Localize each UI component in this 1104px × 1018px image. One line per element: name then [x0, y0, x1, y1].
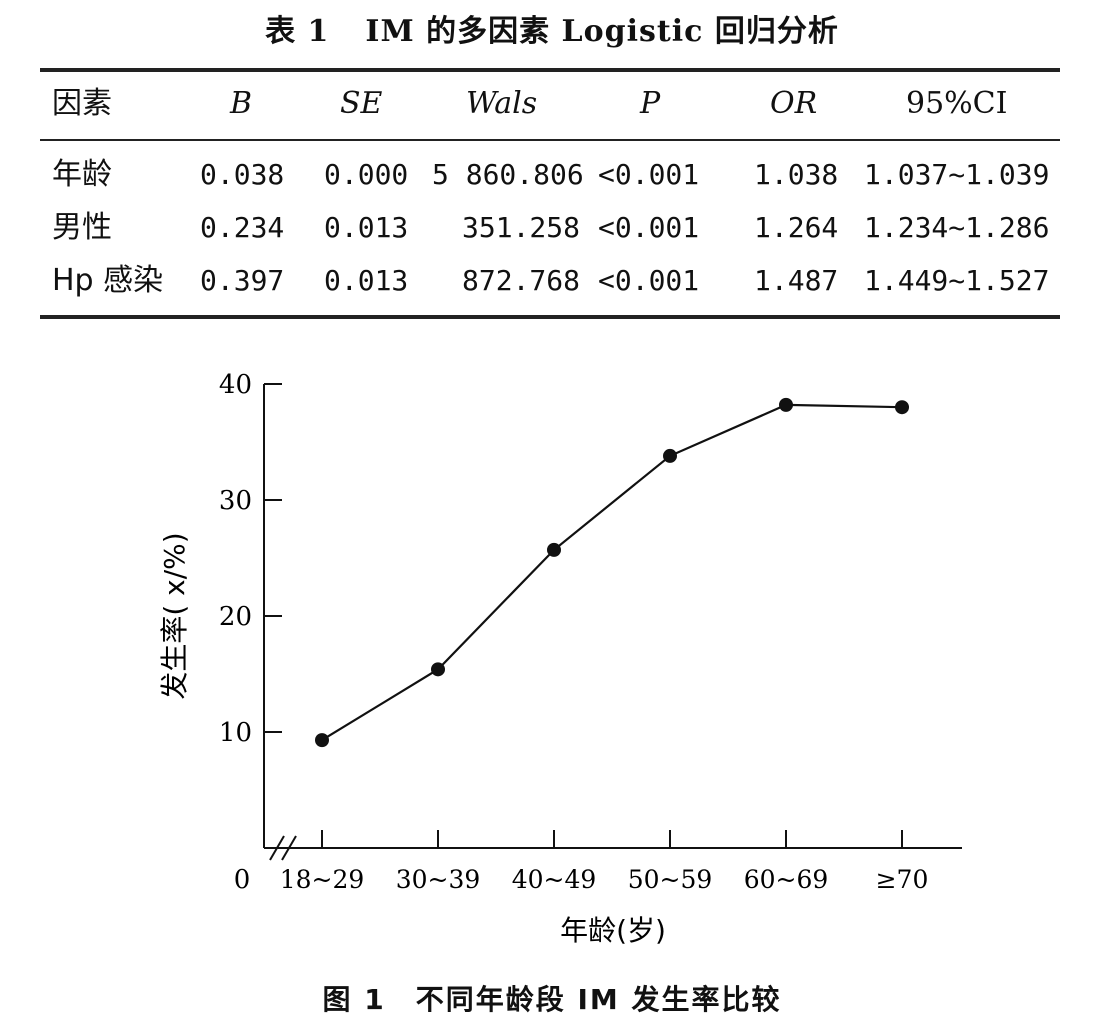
- figure-caption-text: 不同年龄段 IM 发生率比较: [415, 983, 782, 1016]
- header-se: SE: [340, 86, 383, 121]
- row-male-ci: 1.234~1.286: [864, 211, 1050, 244]
- origin-label: 0: [234, 865, 251, 895]
- y-tick-label: 40: [219, 370, 252, 400]
- x-tick-label: 60~69: [744, 865, 829, 894]
- data-point: [663, 448, 677, 463]
- row-age-p: <0.001: [598, 158, 700, 191]
- x-tick-label: 18~29: [280, 865, 365, 894]
- row-male-label: 男性: [52, 210, 112, 245]
- row-hp-se: 0.013: [324, 264, 409, 297]
- y-tick-label: 10: [219, 718, 252, 748]
- data-point: [547, 542, 561, 557]
- row-age-label: 年龄: [52, 157, 112, 192]
- row-age-ci: 1.037~1.039: [864, 158, 1050, 191]
- x-tick-label: 40~49: [512, 865, 597, 894]
- row-male-p: <0.001: [598, 211, 700, 244]
- row-male-se: 0.013: [324, 211, 409, 244]
- row-age-or: 1.038: [754, 158, 839, 191]
- data-point: [431, 662, 445, 677]
- row-male-b: 0.234: [200, 211, 285, 244]
- table-title: 表 1 IM 的多因素 Logistic 回归分析: [0, 6, 1104, 50]
- row-male-wals: 351.258: [462, 211, 581, 244]
- x-tick-label: 50~59: [628, 865, 713, 894]
- header-b: B: [230, 86, 253, 121]
- row-age-b: 0.038: [200, 158, 285, 191]
- header-p: P: [640, 86, 661, 121]
- axis-break-mark: [269, 835, 297, 861]
- header-wals: Wals: [466, 86, 538, 121]
- figure-label: 图 1: [322, 983, 386, 1016]
- table-title-text: IM 的多因素 Logistic 回归分析: [365, 14, 839, 49]
- series-line: [321, 403, 903, 742]
- row-hp-label: Hp 感染: [52, 263, 164, 298]
- row-male-or: 1.264: [754, 211, 839, 244]
- row-age-se: 0.000: [324, 158, 409, 191]
- header-ci: 95%CI: [906, 86, 1008, 121]
- figure-caption: 图 1 不同年龄段 IM 发生率比较: [0, 978, 1104, 1018]
- row-hp-p: <0.001: [598, 264, 700, 297]
- table-bottom-rule: [40, 315, 1060, 319]
- header-or: OR: [770, 86, 818, 121]
- table-header-rule: [40, 139, 1060, 141]
- x-tick-label: ≥70: [876, 865, 929, 894]
- row-hp-ci: 1.449~1.527: [864, 264, 1050, 297]
- x-axis-label: 年龄(岁): [560, 914, 666, 947]
- data-point: [779, 397, 793, 412]
- data-point: [315, 733, 329, 748]
- y-tick-label: 30: [219, 486, 252, 516]
- y-axis-label: 发生率( x/%): [158, 532, 191, 699]
- row-hp-b: 0.397: [200, 264, 285, 297]
- header-factor: 因素: [52, 86, 112, 121]
- row-hp-or: 1.487: [754, 264, 839, 297]
- row-hp-wals: 872.768: [462, 264, 581, 297]
- data-point: [895, 400, 909, 415]
- x-tick-label: 30~39: [396, 865, 481, 894]
- table-top-rule: [40, 68, 1060, 72]
- y-tick-label: 20: [219, 602, 252, 632]
- table-label: 表 1: [265, 14, 330, 49]
- row-age-wals: 5 860.806: [432, 158, 584, 191]
